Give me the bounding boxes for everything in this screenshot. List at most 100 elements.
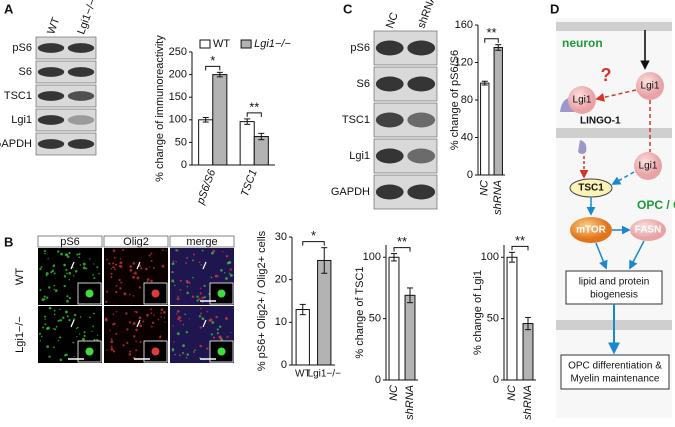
cell-dot bbox=[128, 321, 132, 324]
significance-bracket bbox=[484, 38, 499, 43]
cell-dot bbox=[216, 328, 219, 331]
cell-dot bbox=[59, 358, 63, 362]
cell-dot bbox=[119, 265, 123, 268]
blot-band bbox=[37, 67, 65, 77]
cell-dot bbox=[134, 310, 136, 313]
cell-dot bbox=[160, 308, 164, 312]
lane-label: shRNA bbox=[416, 0, 439, 30]
y-axis-label: % pS6+ Olig2+ / Olig2+ cells bbox=[256, 230, 268, 371]
cell-dot bbox=[226, 335, 229, 338]
y-tick-label: 100 bbox=[481, 251, 499, 263]
header-box bbox=[37, 235, 103, 248]
lingo1-label: LINGO-1 bbox=[580, 116, 621, 127]
cell-dot bbox=[150, 260, 153, 262]
cell-dot bbox=[52, 328, 55, 330]
cell-dot bbox=[129, 350, 132, 353]
cell-dot bbox=[185, 256, 189, 259]
y-tick-label: 40 bbox=[461, 131, 473, 143]
cell-dot bbox=[66, 295, 69, 298]
cell-dot bbox=[151, 321, 155, 324]
cell-dot bbox=[139, 341, 142, 344]
cell-dot bbox=[203, 296, 206, 299]
cell-dot bbox=[91, 330, 93, 333]
cell-dot bbox=[200, 312, 203, 315]
cell-dot bbox=[40, 335, 43, 338]
cell-dot bbox=[218, 335, 222, 339]
cell-dot bbox=[188, 281, 191, 284]
cell-dot bbox=[66, 299, 69, 303]
y-tick-label: 50 bbox=[369, 313, 381, 325]
blot-band bbox=[375, 184, 404, 200]
cell-dot bbox=[72, 341, 75, 344]
cell-dot bbox=[41, 298, 45, 302]
cell-dot bbox=[79, 264, 82, 266]
cell-dot bbox=[39, 267, 42, 271]
cell-dot bbox=[76, 253, 79, 256]
inset-cell bbox=[217, 347, 226, 356]
cell-dot bbox=[214, 274, 218, 278]
cell-dot bbox=[60, 252, 63, 256]
cell-dot bbox=[164, 321, 166, 323]
cell-dot bbox=[38, 332, 42, 335]
lgi1-node bbox=[568, 86, 596, 114]
tsc1-label: TSC1 bbox=[578, 183, 604, 194]
cell-dot bbox=[112, 313, 115, 315]
cell-dot bbox=[81, 337, 85, 341]
blot-strip bbox=[35, 36, 97, 60]
x-tick-label: shRNA bbox=[492, 180, 504, 215]
box-text: lipid and protein bbox=[579, 277, 650, 288]
cell-dot bbox=[132, 322, 136, 325]
y-tick-label: 0 bbox=[493, 374, 499, 386]
significance-label: ** bbox=[249, 99, 259, 114]
cell-dot bbox=[96, 338, 98, 341]
cell-dot bbox=[152, 267, 155, 270]
cell-dot bbox=[179, 319, 182, 322]
cell-dot bbox=[185, 330, 189, 334]
cell-dot bbox=[110, 340, 114, 344]
x-tick-label: NC bbox=[479, 180, 491, 196]
cell-dot bbox=[192, 350, 196, 354]
cell-dot bbox=[206, 310, 209, 313]
cell-dot bbox=[201, 296, 205, 300]
box-text: biogenesis bbox=[590, 290, 638, 301]
cell-dot bbox=[113, 322, 116, 325]
cell-dot bbox=[200, 264, 202, 266]
cell-dot bbox=[146, 278, 150, 281]
cell-dot bbox=[150, 252, 153, 255]
cell-dot bbox=[211, 251, 214, 255]
cell-dot bbox=[159, 336, 162, 339]
cell-dot bbox=[148, 266, 151, 268]
cell-dot bbox=[73, 313, 77, 317]
pointer-arrow bbox=[202, 319, 207, 328]
cell-dot bbox=[225, 317, 228, 320]
cell-dot bbox=[146, 280, 148, 283]
significance-bracket bbox=[205, 65, 221, 71]
significance-label: ** bbox=[515, 233, 525, 248]
cell-dot bbox=[225, 277, 228, 280]
cell-dot bbox=[57, 339, 60, 342]
cell-dot bbox=[110, 268, 113, 270]
cell-dot bbox=[198, 315, 202, 318]
cell-dot bbox=[64, 253, 68, 257]
cell-dot bbox=[185, 279, 189, 283]
cell-dot bbox=[161, 264, 165, 268]
blot-band bbox=[407, 148, 436, 164]
cell-dot bbox=[112, 249, 116, 252]
blot-band bbox=[67, 115, 95, 125]
cell-dot bbox=[47, 326, 50, 330]
blot-band bbox=[407, 40, 436, 56]
blot-row-label: Lgi1 bbox=[11, 114, 32, 126]
cell-dot bbox=[200, 307, 202, 310]
row-label: WT bbox=[14, 268, 26, 285]
cell-dot bbox=[185, 357, 188, 359]
cell-dot bbox=[135, 328, 138, 332]
cell-dot bbox=[119, 287, 122, 290]
legend-label: Lgi1−/− bbox=[254, 38, 291, 50]
cell-dot bbox=[211, 321, 215, 324]
cell-dot bbox=[78, 256, 80, 259]
y-tick-label: 100 bbox=[363, 251, 381, 263]
cell-dot bbox=[96, 334, 99, 336]
cell-dot bbox=[83, 331, 86, 334]
y-axis-label: % change of TSC1 bbox=[354, 266, 366, 358]
y-tick-label: 250 bbox=[169, 46, 187, 58]
